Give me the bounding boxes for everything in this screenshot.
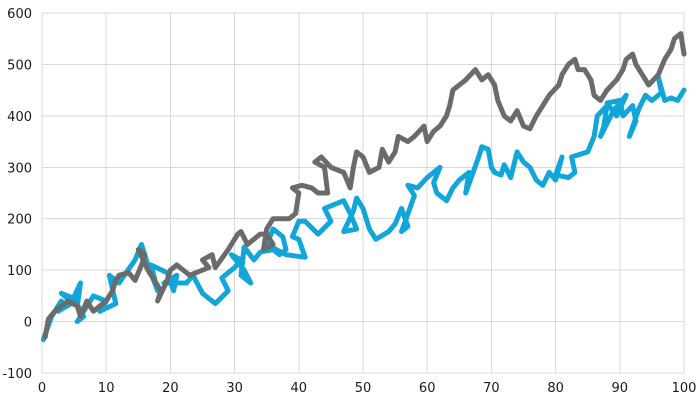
series-line-1	[40, 74, 687, 343]
series-line-2	[42, 31, 687, 340]
x-tick-label: 100	[672, 381, 697, 396]
y-tick-label: 0	[24, 316, 32, 331]
y-tick-label: -100	[2, 367, 32, 382]
x-tick-label: 60	[419, 381, 436, 396]
axes: -100 0 100 200 300 400 500 600 0 10 20 30 40 50 60 70 80…	[2, 7, 696, 396]
y-tick-label: 600	[7, 7, 32, 22]
grid	[41, 12, 685, 374]
x-tick-label: 40	[291, 381, 308, 396]
x-tick-label: 20	[162, 381, 179, 396]
y-tick-label: 300	[7, 161, 32, 176]
x-tick-label: 80	[547, 381, 564, 396]
x-tick-label: 50	[355, 381, 372, 396]
x-tick-label: 30	[226, 381, 243, 396]
x-tick-label: 70	[483, 381, 500, 396]
x-tick-label: 10	[98, 381, 115, 396]
x-tick-label: 0	[38, 381, 46, 396]
y-tick-label: 100	[7, 264, 32, 279]
series-group	[40, 31, 687, 343]
y-tick-label: 200	[7, 213, 32, 228]
x-tick-label: 90	[612, 381, 629, 396]
y-tick-label: 500	[7, 58, 32, 73]
y-tick-label: 400	[7, 110, 32, 125]
